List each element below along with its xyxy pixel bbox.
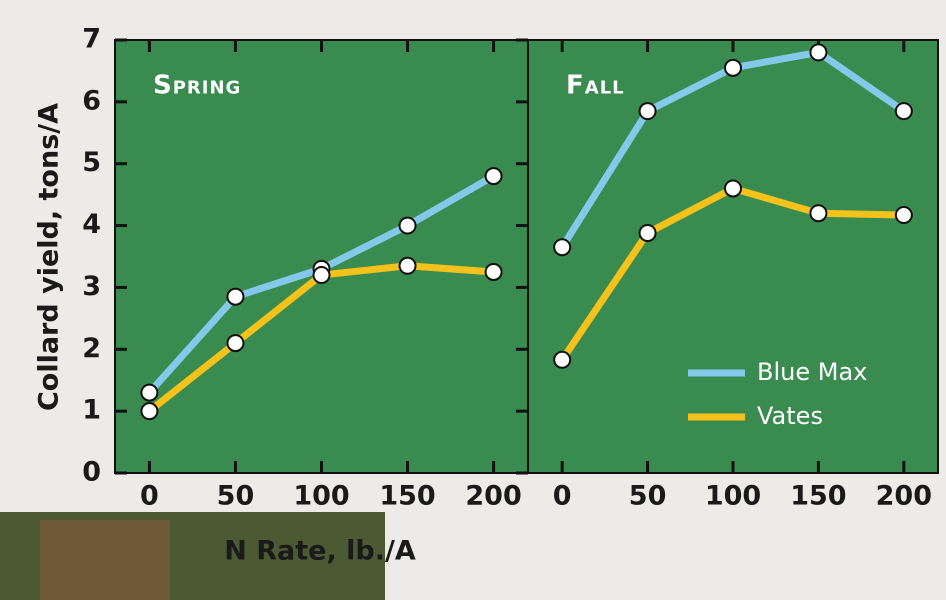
point (400, 218, 416, 234)
y-tick-label: 3 (82, 271, 101, 302)
chart: N Rate, lb./A Collard yield, tons/A Spri… (0, 0, 946, 600)
point (400, 258, 416, 274)
x-tick-label: 0 (553, 481, 572, 512)
x-tick-label: 200 (465, 481, 521, 512)
x-tick-label: 100 (705, 481, 761, 512)
x-axis-label: N Rate, lb./A (224, 536, 416, 567)
panel-title: Spring (153, 71, 241, 101)
y-tick-label: 0 (82, 457, 101, 488)
y-tick-label: 5 (82, 147, 101, 178)
x-tick-label: 50 (217, 481, 255, 512)
point (810, 44, 826, 60)
point (896, 207, 912, 223)
point (725, 60, 741, 76)
y-axis-label: Collard yield, tons/A (34, 103, 65, 411)
legend-label: Vates (757, 402, 823, 430)
photo-detail (40, 520, 170, 600)
x-tick-label: 100 (293, 481, 349, 512)
panel-title: Fall (566, 71, 625, 101)
plot-area (528, 40, 938, 473)
point (314, 267, 330, 283)
x-tick-label: 200 (876, 481, 932, 512)
y-tick-label: 2 (82, 333, 101, 364)
plot-area (115, 40, 528, 473)
point (227, 289, 243, 305)
y-tick-label: 7 (82, 24, 101, 55)
point (141, 403, 157, 419)
point (554, 239, 570, 255)
point (227, 335, 243, 351)
point (640, 103, 656, 119)
point (810, 205, 826, 221)
point (640, 225, 656, 241)
y-tick-label: 4 (82, 209, 101, 240)
y-tick-label: 1 (82, 395, 101, 426)
x-tick-label: 0 (140, 481, 159, 512)
point (486, 264, 502, 280)
x-tick-label: 50 (629, 481, 667, 512)
y-tick-label: 6 (82, 85, 101, 116)
legend-label: Blue Max (757, 358, 867, 386)
point (554, 352, 570, 368)
point (486, 168, 502, 184)
point (141, 385, 157, 401)
point (896, 103, 912, 119)
x-tick-label: 150 (790, 481, 846, 512)
x-tick-label: 150 (379, 481, 435, 512)
point (725, 180, 741, 196)
